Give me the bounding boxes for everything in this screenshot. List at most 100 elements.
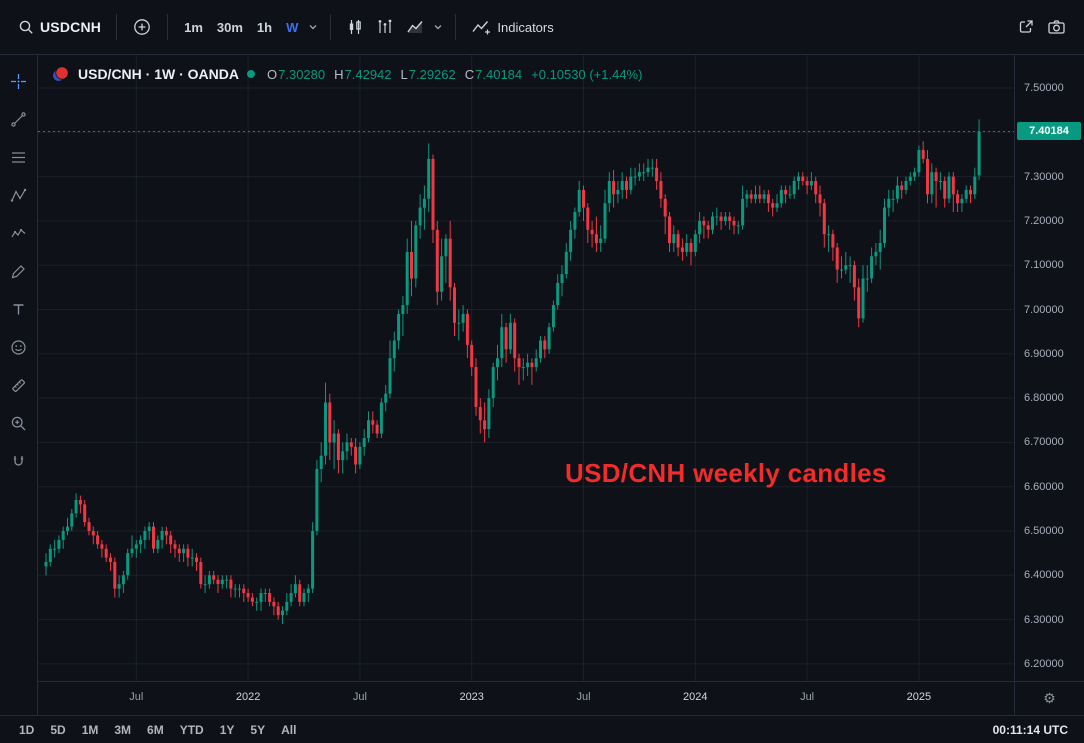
search-icon	[19, 20, 33, 34]
range-1m-button[interactable]: 1M	[75, 720, 106, 740]
top-toolbar: USDCNH 1m 30m 1h W	[0, 0, 1084, 55]
interval-1w-button[interactable]: W	[279, 15, 305, 40]
drawing-toolbar	[0, 55, 38, 715]
bars-style-icon	[378, 19, 392, 33]
elliott-wave-icon	[11, 228, 26, 237]
time-tick-label: Jul	[576, 691, 591, 703]
area-style-icon	[407, 21, 423, 33]
brush-tool-button[interactable]	[5, 257, 33, 285]
symbol-search-button[interactable]: USDCNH	[12, 14, 107, 40]
interval-1m-button[interactable]: 1m	[177, 15, 210, 40]
main-area: USD/CNH · 1W · OANDA O 7.30280 H 7.42942 L…	[0, 55, 1084, 715]
range-1d-button[interactable]: 1D	[12, 720, 41, 740]
elliott-wave-tool-button[interactable]	[5, 219, 33, 247]
indicators-button[interactable]: Indicators	[465, 13, 559, 41]
price-axis[interactable]: 7.40184 ⚙ 7.500007.400007.300007.200007.…	[1014, 55, 1084, 715]
emoji-icon	[11, 339, 26, 355]
price-tick-label: 6.40000	[1024, 569, 1064, 582]
toolbar-separator	[330, 14, 332, 40]
high-value: 7.42942	[344, 66, 392, 82]
chart-style-candles-button[interactable]	[340, 13, 370, 41]
range-buttons: 1D 5D 1M 3M 6M YTD 1Y 5Y All	[12, 720, 303, 740]
last-price-badge: 7.40184	[1017, 122, 1081, 141]
pattern-tool-button[interactable]	[5, 181, 33, 209]
zoom-in-tool-button[interactable]	[5, 409, 33, 437]
price-tick-label: 6.60000	[1024, 480, 1064, 493]
brush-icon	[11, 264, 25, 278]
price-tick-label: 6.90000	[1024, 347, 1064, 360]
magnet-icon	[13, 455, 24, 466]
trendline-tool-button[interactable]	[5, 105, 33, 133]
high-label: H	[334, 66, 344, 82]
price-tick-label: 7.20000	[1024, 214, 1064, 227]
chart-annotation[interactable]: USD/CNH weekly candles	[565, 458, 887, 488]
chevron-down-icon	[434, 25, 442, 30]
range-6m-button[interactable]: 6M	[140, 720, 171, 740]
text-icon	[13, 303, 24, 314]
time-tick-label: 2023	[459, 691, 484, 703]
symbol-name: USDCNH	[40, 19, 102, 35]
range-5d-button[interactable]: 5D	[43, 720, 72, 740]
ohlc-values: O 7.30280 H 7.42942 L 7.29262 C 7.40184 +0.1…	[267, 67, 642, 82]
indicators-icon	[472, 21, 491, 35]
low-label: L	[400, 66, 408, 82]
chart-style-bars-button[interactable]	[370, 13, 400, 41]
range-5y-button[interactable]: 5Y	[243, 720, 272, 740]
market-status-dot[interactable]	[247, 70, 255, 78]
plus-circle-icon	[134, 19, 150, 35]
price-tick-label: 7.50000	[1024, 82, 1064, 94]
time-tick-label: Jul	[129, 691, 144, 703]
close-label: C	[464, 66, 475, 82]
emoji-tool-button[interactable]	[5, 333, 33, 361]
price-tick-label: 6.30000	[1024, 613, 1064, 626]
camera-icon	[1048, 20, 1065, 34]
zoom-in-icon	[11, 416, 26, 430]
indicators-label: Indicators	[497, 19, 554, 35]
range-1y-button[interactable]: 1Y	[213, 720, 242, 740]
fib-retracement-tool-button[interactable]	[5, 143, 33, 171]
chart-legend: USD/CNH · 1W · OANDA O 7.30280 H 7.42942 L…	[52, 65, 642, 83]
time-tick-label: Jul	[352, 691, 367, 703]
add-symbol-button[interactable]	[126, 12, 158, 42]
change-value: +0.10530 (+1.44%)	[531, 66, 643, 82]
share-icon	[1019, 20, 1033, 33]
price-tick-label: 7.00000	[1024, 303, 1064, 316]
ruler-tool-button[interactable]	[5, 371, 33, 399]
clock[interactable]: 00:11:14 UTC	[989, 720, 1072, 740]
text-tool-button[interactable]	[5, 295, 33, 323]
fib-retracement-icon	[12, 151, 25, 163]
price-tick-label: 6.80000	[1024, 392, 1064, 405]
screenshot-button[interactable]	[1041, 13, 1072, 41]
toolbar-separator	[167, 14, 169, 40]
interval-30m-button[interactable]: 30m	[210, 15, 250, 40]
range-all-button[interactable]: All	[274, 720, 303, 740]
legend-title[interactable]: USD/CNH · 1W · OANDA	[78, 66, 239, 82]
xabcd-pattern-icon	[10, 188, 27, 202]
toolbar-separator	[455, 14, 457, 40]
time-axis[interactable]: Jul 2022 Jul 2023 Jul 2024 Jul 2025	[38, 681, 1014, 715]
candlestick-plot[interactable]	[38, 55, 1014, 681]
time-tick-label: 2022	[235, 691, 261, 703]
share-button[interactable]	[1011, 13, 1041, 41]
trendline-icon	[11, 111, 26, 127]
ruler-icon	[12, 378, 25, 392]
range-ytd-button[interactable]: YTD	[173, 720, 211, 740]
price-tick-label: 7.30000	[1024, 170, 1064, 183]
time-tick-label: 2025	[906, 691, 932, 703]
time-tick-label: Jul	[800, 691, 815, 703]
axis-settings-icon[interactable]: ⚙	[1037, 688, 1062, 709]
open-label: O	[267, 66, 278, 82]
chart-area: USD/CNH · 1W · OANDA O 7.30280 H 7.42942 L…	[38, 55, 1014, 715]
magnet-tool-button[interactable]	[5, 447, 33, 475]
chart-style-area-button[interactable]	[400, 13, 430, 41]
interval-1h-button[interactable]: 1h	[250, 15, 279, 40]
candles-style-icon	[350, 20, 362, 34]
price-tick-label: 7.10000	[1024, 259, 1064, 272]
chart-style-menu-button[interactable]	[430, 17, 446, 37]
range-3m-button[interactable]: 3M	[107, 720, 138, 740]
price-tick-label: 6.20000	[1024, 657, 1064, 670]
price-tick-label: 6.50000	[1024, 525, 1064, 537]
chevron-down-icon	[309, 25, 317, 30]
crosshair-tool-button[interactable]	[5, 67, 33, 95]
interval-menu-button[interactable]	[305, 17, 321, 37]
